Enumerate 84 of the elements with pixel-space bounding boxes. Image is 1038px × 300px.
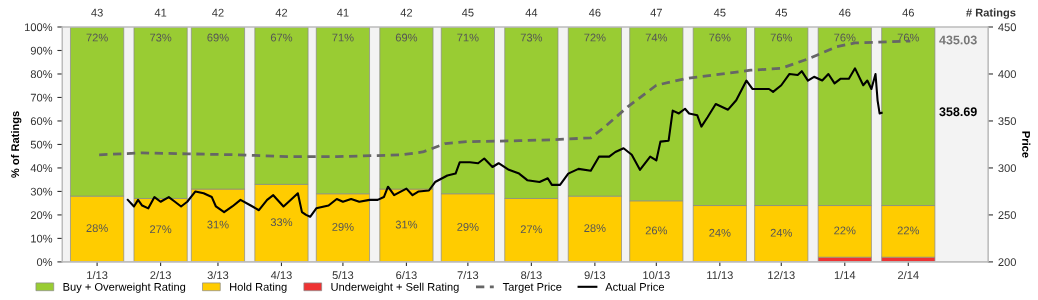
data-label: 31% [207,220,229,229]
data-label: 24% [770,228,793,237]
y-tick-label: 40% [30,164,53,173]
text: 42 [275,8,288,17]
text: 41 [336,8,349,17]
text: 45 [775,8,787,17]
data-label: 73% [520,33,543,42]
data-label: 73% [150,33,172,42]
y2-tick-label: 200 [998,258,1016,267]
text: 44 [525,8,538,17]
y-axis-title: % of Ratings [10,111,22,178]
data-label: 69% [395,33,418,42]
x-tick-label: 10/13 [643,270,670,280]
text: 45 [713,8,726,17]
data-label: 22% [834,226,856,235]
data-label: 31% [395,220,418,229]
y2-tick-label: 400 [998,70,1016,79]
x-tick-label: 5/13 [332,270,354,280]
data-label: 33% [270,218,293,227]
x-tick-label: 3/13 [207,270,229,280]
data-label: 72% [584,33,606,42]
y-tick-label: 30% [30,187,53,196]
data-label: 69% [207,33,229,42]
legend-label: Underweight + Sell Rating [331,282,459,293]
data-label: 76% [834,33,856,42]
y2-tick-label: 300 [998,164,1016,173]
y-tick-label: 50% [30,140,53,149]
text: 46 [838,8,851,17]
x-tick-label: 11/13 [707,270,733,280]
y2-tick-label: 450 [998,23,1016,32]
text: 46 [902,8,914,17]
legend-label: Actual Price [605,282,665,291]
y2-axis-title: Price [1022,131,1031,158]
text: 43 [91,8,103,17]
data-label: 26% [645,226,668,235]
y2-tick-label: 350 [998,117,1016,126]
y-tick-label: 20% [30,211,53,220]
x-tick-label: 9/13 [584,270,606,280]
x-tick-label: 12/13 [768,270,795,280]
data-label: 71% [332,33,354,42]
legend-label: Buy + Overweight Rating [63,282,186,293]
x-tick-label: 6/13 [396,270,417,280]
data-label: 22% [897,226,920,235]
text: 47 [650,8,662,17]
y-tick-label: 100% [24,23,53,32]
data-label: 72% [86,33,108,42]
data-label: 67% [270,33,293,42]
data-label: 76% [770,33,793,42]
text: 46 [588,8,601,17]
x-tick-label: 8/13 [521,270,542,280]
y-tick-label: 60% [30,117,53,126]
annotation: 358.69 [939,107,977,117]
text: 45 [461,8,474,17]
y-tick-label: 0% [36,258,53,267]
line-series [126,67,883,218]
y-tick-label: 10% [31,234,53,243]
text: 42 [212,8,224,17]
legend-label: Hold Rating [230,282,287,293]
text: # Ratings [966,8,1016,19]
data-label: 76% [897,33,920,42]
text: 42 [400,8,413,17]
data-label: 71% [457,33,479,42]
data-label: 29% [332,222,354,231]
x-tick-label: 1/13 [87,270,108,280]
x-tick-label: 7/13 [457,270,479,280]
data-label: 27% [150,225,172,234]
x-tick-label: 1/14 [834,270,856,280]
y-tick-label: 70% [30,93,53,102]
y2-tick-label: 250 [998,211,1016,220]
text: 41 [154,8,167,17]
data-label: 24% [709,228,731,237]
x-tick-label: 2/13 [150,270,171,280]
x-tick-label: 2/14 [898,270,919,280]
data-label: 28% [584,224,606,232]
x-tick-label: 4/13 [270,270,292,280]
data-label: 29% [457,222,479,231]
data-label: 76% [709,33,731,42]
annotation: 435.03 [939,35,977,45]
data-label: 28% [86,224,108,232]
legend-label: Target Price [502,282,562,293]
data-label: 27% [520,225,543,234]
y-tick-label: 90% [30,46,53,55]
data-label: 74% [645,33,668,42]
y-tick-label: 80% [30,70,53,79]
